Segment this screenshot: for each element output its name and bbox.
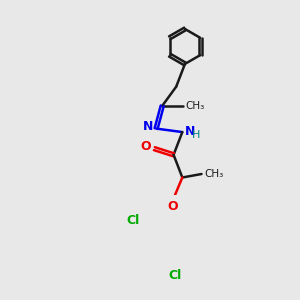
Text: O: O: [167, 200, 178, 213]
Text: H: H: [192, 130, 200, 140]
Text: CH₃: CH₃: [204, 169, 224, 179]
Text: N: N: [143, 120, 154, 133]
Text: Cl: Cl: [127, 214, 140, 227]
Text: N: N: [184, 125, 195, 138]
Text: Cl: Cl: [169, 269, 182, 282]
Text: O: O: [141, 140, 151, 153]
Text: CH₃: CH₃: [186, 101, 205, 111]
